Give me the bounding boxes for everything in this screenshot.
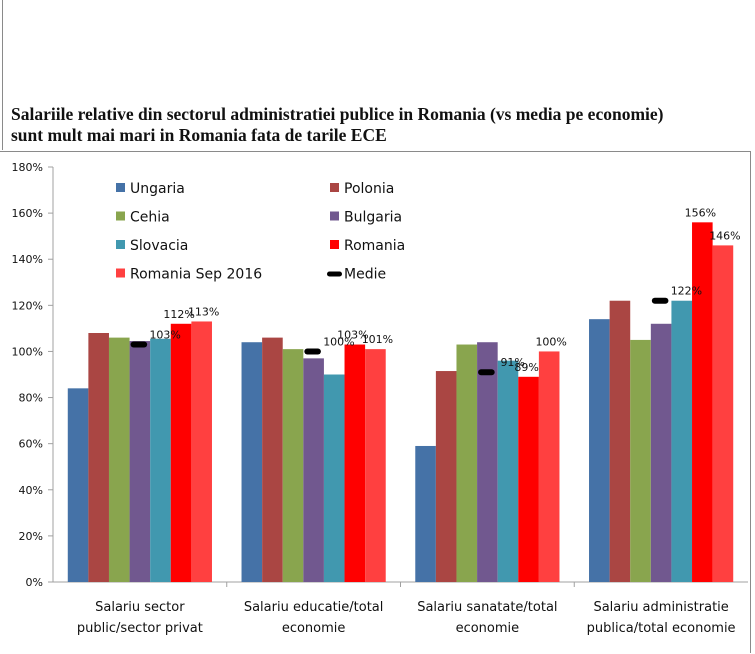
legend-swatch <box>116 240 125 249</box>
legend-label: Medie <box>344 267 386 283</box>
data-label-romania-sep-2016: 101% <box>362 333 393 346</box>
legend-label: Cehia <box>130 210 170 226</box>
bar-ungaria <box>67 388 89 582</box>
bar-romania-sep-2016 <box>365 349 386 582</box>
average-label: 91% <box>500 356 524 369</box>
x-category-label: economie <box>456 621 520 636</box>
y-tick-label: 60% <box>19 438 43 451</box>
bar-cehia <box>108 337 130 582</box>
average-markers <box>130 297 669 376</box>
average-marker <box>304 348 321 355</box>
bar-ungaria <box>589 319 610 582</box>
x-category-label: economie <box>282 621 346 636</box>
bar-romania-sep-2016 <box>712 245 734 582</box>
bar-slovacia <box>497 360 519 582</box>
bar-romania <box>170 323 192 582</box>
x-category-label: Salariu sector <box>95 600 185 615</box>
left-rule <box>2 0 3 150</box>
data-label-romania-sep-2016: 146% <box>709 229 740 242</box>
y-tick-label: 20% <box>19 530 43 543</box>
bar-cehia <box>456 344 478 582</box>
data-label-romania-sep-2016: 100% <box>535 335 566 348</box>
y-tick-label: 40% <box>19 484 43 497</box>
bar-bulgaria <box>303 358 324 582</box>
legend-dash <box>327 271 342 277</box>
bar-romania-sep-2016 <box>191 321 212 582</box>
average-marker <box>478 369 495 376</box>
y-tick-label: 80% <box>19 392 43 405</box>
bar-polonia <box>609 300 631 582</box>
bar-bulgaria <box>129 341 151 582</box>
legend-swatch <box>116 211 125 221</box>
x-category-label: Salariu educatie/total <box>244 600 384 615</box>
y-tick-label: 0% <box>26 576 43 589</box>
legend-label: Bulgaria <box>344 210 402 226</box>
legend-swatch <box>330 240 339 249</box>
bar-polonia <box>435 371 457 582</box>
data-label-romania: 89% <box>514 361 538 374</box>
bar-cehia <box>630 339 651 582</box>
legend-swatch <box>330 211 339 221</box>
data-labels: 103%100%91%122%112%103%89%156%113%101% 10… <box>149 206 740 373</box>
average-marker <box>651 297 669 304</box>
average-label: 122% <box>671 285 702 298</box>
bar-slovacia <box>323 374 345 582</box>
bar-ungaria <box>415 445 436 582</box>
x-category-label: Salariu sanatate/total <box>417 600 557 615</box>
bar-romania <box>518 376 539 582</box>
y-tick-label: 160% <box>12 207 43 220</box>
bar-bulgaria <box>650 323 672 582</box>
bar-cehia <box>282 349 304 582</box>
chart-title: Salariile relative din sectorul administ… <box>11 104 751 146</box>
y-axis: 0% 20% 40% 60% 80% 100% 120% 140% 160% 180% <box>12 161 54 589</box>
bar-polonia <box>88 333 109 582</box>
legend-swatch <box>116 268 125 278</box>
average-marker <box>130 341 148 348</box>
y-tick-label: 100% <box>12 345 43 358</box>
average-label: 103% <box>149 329 180 342</box>
x-axis: Salariu sector public/sector privat Salari… <box>53 581 748 636</box>
bar-slovacia <box>671 300 693 582</box>
bar-polonia <box>262 337 283 582</box>
bar-slovacia <box>150 338 171 582</box>
legend-label: Romania <box>344 238 405 254</box>
bars <box>67 222 734 583</box>
chart-title-line-1: Salariile relative din sectorul administ… <box>11 104 664 124</box>
y-tick-label: 180% <box>12 161 43 174</box>
x-category-label: publica/total economie <box>587 621 736 636</box>
legend-swatch <box>116 183 125 192</box>
x-category-label: public/sector privat <box>77 621 203 636</box>
bar-romania <box>692 222 713 583</box>
bar-ungaria <box>241 342 263 582</box>
legend: Ungaria Polonia Cehia Bulgaria Slovacia Roman… <box>116 181 405 283</box>
chart-title-line-2: sunt mult mai mari in Romania fata de ta… <box>11 125 387 145</box>
legend-label: Romania Sep 2016 <box>130 267 262 283</box>
data-label-romania: 103% <box>337 329 368 342</box>
data-label-romania-sep-2016: 113% <box>188 305 219 318</box>
bar-bulgaria <box>477 342 498 582</box>
legend-label: Slovacia <box>130 238 188 254</box>
chart-frame <box>0 151 751 653</box>
bar-romania <box>344 344 366 582</box>
bar-romania-sep-2016 <box>538 351 560 582</box>
average-label: 100% <box>323 335 354 348</box>
legend-label: Polonia <box>344 181 394 197</box>
data-label-romania: 156% <box>685 206 716 219</box>
y-tick-label: 140% <box>12 253 43 266</box>
data-label-romania: 112% <box>163 308 194 321</box>
y-tick-label: 120% <box>12 299 43 312</box>
x-category-label: Salariu administratie <box>593 600 728 615</box>
legend-label: Ungaria <box>130 181 185 197</box>
legend-swatch <box>330 183 339 192</box>
